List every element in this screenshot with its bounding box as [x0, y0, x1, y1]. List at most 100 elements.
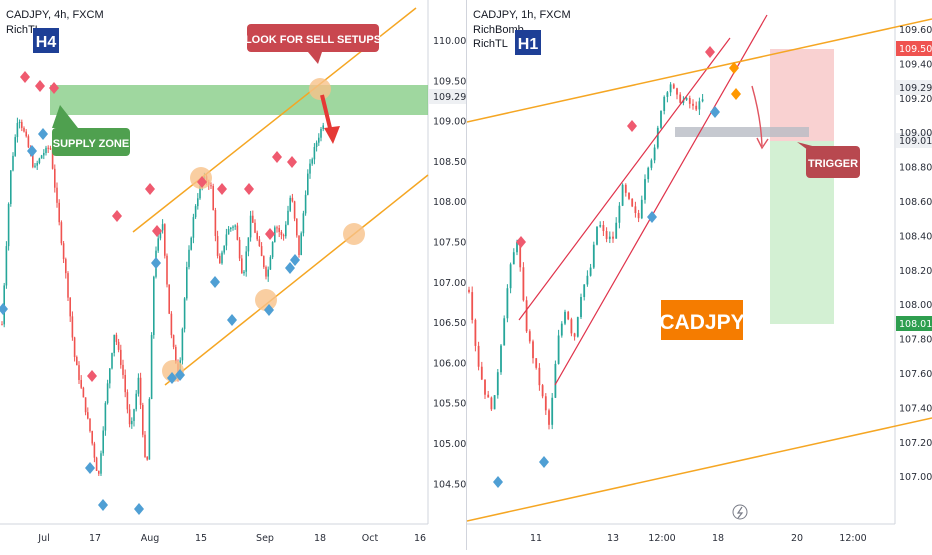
candle-body	[676, 88, 678, 95]
candle-body	[159, 230, 162, 239]
candle-body	[166, 255, 168, 285]
candle-body	[313, 146, 316, 160]
candle-body	[199, 186, 201, 199]
candle-body	[139, 377, 142, 405]
candle-body	[223, 245, 225, 253]
price-tick-label: 107.600	[899, 369, 932, 380]
price-label-trigger	[896, 133, 932, 148]
time-tick-label: 12:00	[839, 533, 866, 544]
candle-body	[311, 159, 313, 164]
candle-body	[269, 257, 272, 270]
price-tick-label: 107.200	[899, 438, 932, 449]
candle-body	[583, 284, 586, 298]
candle-body	[315, 142, 318, 147]
candle-body	[16, 123, 19, 138]
candle-body	[120, 349, 122, 365]
time-tick-label: 12:00	[648, 533, 675, 544]
trigger-callout	[806, 146, 860, 178]
candle-body	[500, 345, 502, 373]
candle-body	[186, 267, 188, 299]
candle-body	[525, 300, 528, 332]
candle-body	[227, 229, 230, 235]
touch-circle	[343, 223, 365, 245]
candle-body	[260, 246, 263, 257]
candle-body	[241, 258, 243, 274]
high-marker-diamond	[49, 82, 59, 94]
left-chart-title: CADJPY, 4h, FXCM	[6, 9, 104, 21]
candle-body	[576, 317, 579, 337]
candle-body	[14, 137, 16, 156]
candle-body	[672, 84, 675, 89]
candle-body	[698, 101, 701, 110]
candle-body	[21, 121, 23, 128]
candle-body	[40, 155, 43, 159]
price-tick-label: 108.400	[899, 231, 932, 242]
trigger-level-box	[675, 127, 809, 137]
candle-body	[516, 241, 518, 253]
candle-body	[318, 137, 320, 143]
candle-body	[519, 241, 522, 268]
candle-body	[115, 334, 118, 342]
candle-body	[247, 237, 250, 252]
low-marker-diamond	[264, 304, 274, 316]
price-tick-label: 104.500	[433, 479, 466, 490]
low-marker-diamond	[539, 456, 549, 468]
candle-body	[144, 434, 146, 457]
candle-body	[128, 409, 131, 425]
candle-body	[157, 238, 159, 251]
candle-body	[188, 249, 190, 268]
candle-body	[506, 288, 509, 319]
candle-body	[214, 210, 217, 237]
sell-setups-callout-pointer	[308, 52, 322, 64]
candle-body	[322, 125, 324, 129]
high-marker-diamond	[112, 210, 122, 222]
price-label-target	[896, 316, 932, 331]
candle-body	[142, 404, 144, 435]
trigger-arrow-icon	[751, 85, 769, 150]
candle-body	[624, 184, 627, 193]
candle-body	[252, 215, 254, 223]
candle-body	[271, 242, 274, 258]
price-tick-label: 107.000	[899, 472, 932, 483]
time-tick-label: 17	[89, 533, 101, 544]
candle-body	[669, 84, 672, 93]
candle-body	[599, 225, 602, 227]
candle-body	[256, 232, 258, 240]
candle-body	[80, 379, 82, 388]
low-marker-diamond	[647, 211, 657, 223]
candle-body	[67, 273, 69, 298]
red-channel-upper-line	[518, 37, 731, 321]
candle-body	[634, 206, 637, 213]
candle-body	[282, 235, 285, 237]
candle-body	[98, 470, 100, 474]
low-marker-diamond	[210, 276, 220, 288]
candle-body	[245, 251, 247, 272]
candle-body	[93, 443, 96, 458]
sell-arrow-icon	[320, 94, 340, 144]
candle-body	[695, 105, 698, 110]
candle-body	[471, 292, 474, 320]
high-marker-diamond	[627, 120, 637, 132]
timeframe-badge-h1	[515, 30, 541, 55]
candle-body	[102, 430, 104, 454]
price-tick-label: 110.000	[433, 36, 466, 47]
candle-body	[168, 284, 170, 314]
candle-body	[503, 318, 506, 346]
high-marker-diamond	[217, 183, 227, 195]
candle-body	[688, 98, 691, 104]
candle-body	[54, 168, 56, 188]
high-marker-diamond	[287, 156, 297, 168]
candle-body	[701, 99, 704, 102]
price-tick-label: 108.800	[899, 163, 932, 174]
lightning-icon	[732, 504, 748, 520]
candle-body	[249, 215, 252, 238]
candle-body	[535, 358, 538, 368]
candle-body	[544, 396, 547, 411]
candle-body	[302, 213, 305, 234]
candle-body	[631, 198, 634, 207]
price-tick-label: 109.000	[433, 117, 466, 128]
price-label-target-text: 108.016	[899, 319, 932, 330]
candle-body	[62, 243, 65, 260]
left-current-price-text: 109.299	[433, 92, 466, 103]
candle-body	[496, 372, 499, 396]
